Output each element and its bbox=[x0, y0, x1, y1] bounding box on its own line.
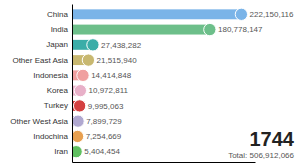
data-label: 27,438,282 bbox=[101, 41, 142, 50]
y-tick: Korea bbox=[47, 86, 69, 95]
category-label: India bbox=[51, 25, 69, 34]
category-label: Turkey bbox=[44, 101, 68, 110]
data-label: 7,254,669 bbox=[86, 132, 122, 141]
y-tick: China bbox=[47, 10, 68, 19]
bar bbox=[72, 25, 210, 35]
bar-end-marker bbox=[72, 115, 84, 127]
category-label: Other East Asia bbox=[12, 56, 68, 65]
y-tick: Japan bbox=[46, 40, 68, 49]
bar-end-marker bbox=[73, 100, 85, 112]
bar-end-marker bbox=[235, 8, 247, 20]
y-tick: Indonesia bbox=[33, 71, 68, 80]
title: 1744 bbox=[250, 128, 295, 150]
y-tick: Other East Asia bbox=[12, 56, 68, 65]
bar bbox=[72, 9, 241, 19]
y-tick: Other West Asia bbox=[10, 117, 68, 126]
data-label: 9,995,063 bbox=[88, 102, 124, 111]
category-label: Japan bbox=[46, 40, 68, 49]
bar-end-marker bbox=[72, 130, 84, 142]
bar-end-marker bbox=[72, 146, 82, 158]
data-label: 14,414,848 bbox=[91, 71, 132, 80]
category-label: Indochina bbox=[33, 132, 68, 141]
category-label: Korea bbox=[47, 86, 69, 95]
y-axis: China India Japan Other East Asia Indonesia K… bbox=[10, 5, 72, 163]
y-tick: Indochina bbox=[33, 132, 68, 141]
plot: China India Japan Other East Asia Indonesia K… bbox=[10, 5, 294, 163]
y-tick: India bbox=[51, 25, 69, 34]
x-axis-line bbox=[73, 162, 256, 163]
category-label: Other West Asia bbox=[10, 117, 68, 126]
data-label: 180,778,147 bbox=[218, 25, 263, 34]
data-label: 21,515,940 bbox=[97, 56, 138, 65]
bar-end-marker bbox=[204, 23, 216, 35]
category-label: Iran bbox=[54, 147, 68, 156]
bar-end-marker bbox=[77, 69, 89, 81]
data-labels: 222,150,116 180,778,147 27,438,282 21,515,9… bbox=[84, 10, 294, 156]
data-label: 7,899,729 bbox=[86, 117, 122, 126]
data-label: 222,150,116 bbox=[250, 10, 294, 19]
data-label: 5,404,454 bbox=[84, 147, 120, 156]
chart: China India Japan Other East Asia Indonesia K… bbox=[0, 0, 300, 168]
annotation: Total: 506,912,066 bbox=[228, 151, 294, 160]
bar-end-marker bbox=[82, 54, 94, 66]
bar-end-marker bbox=[87, 39, 99, 51]
y-axis-line bbox=[72, 5, 73, 163]
category-label: Indonesia bbox=[33, 71, 68, 80]
x-axis bbox=[73, 162, 256, 163]
category-label: China bbox=[47, 10, 68, 19]
bar-end-marker bbox=[74, 84, 86, 96]
y-tick: Iran bbox=[54, 147, 68, 156]
y-tick: Turkey bbox=[44, 101, 68, 110]
data-label: 10,972,811 bbox=[89, 86, 129, 95]
